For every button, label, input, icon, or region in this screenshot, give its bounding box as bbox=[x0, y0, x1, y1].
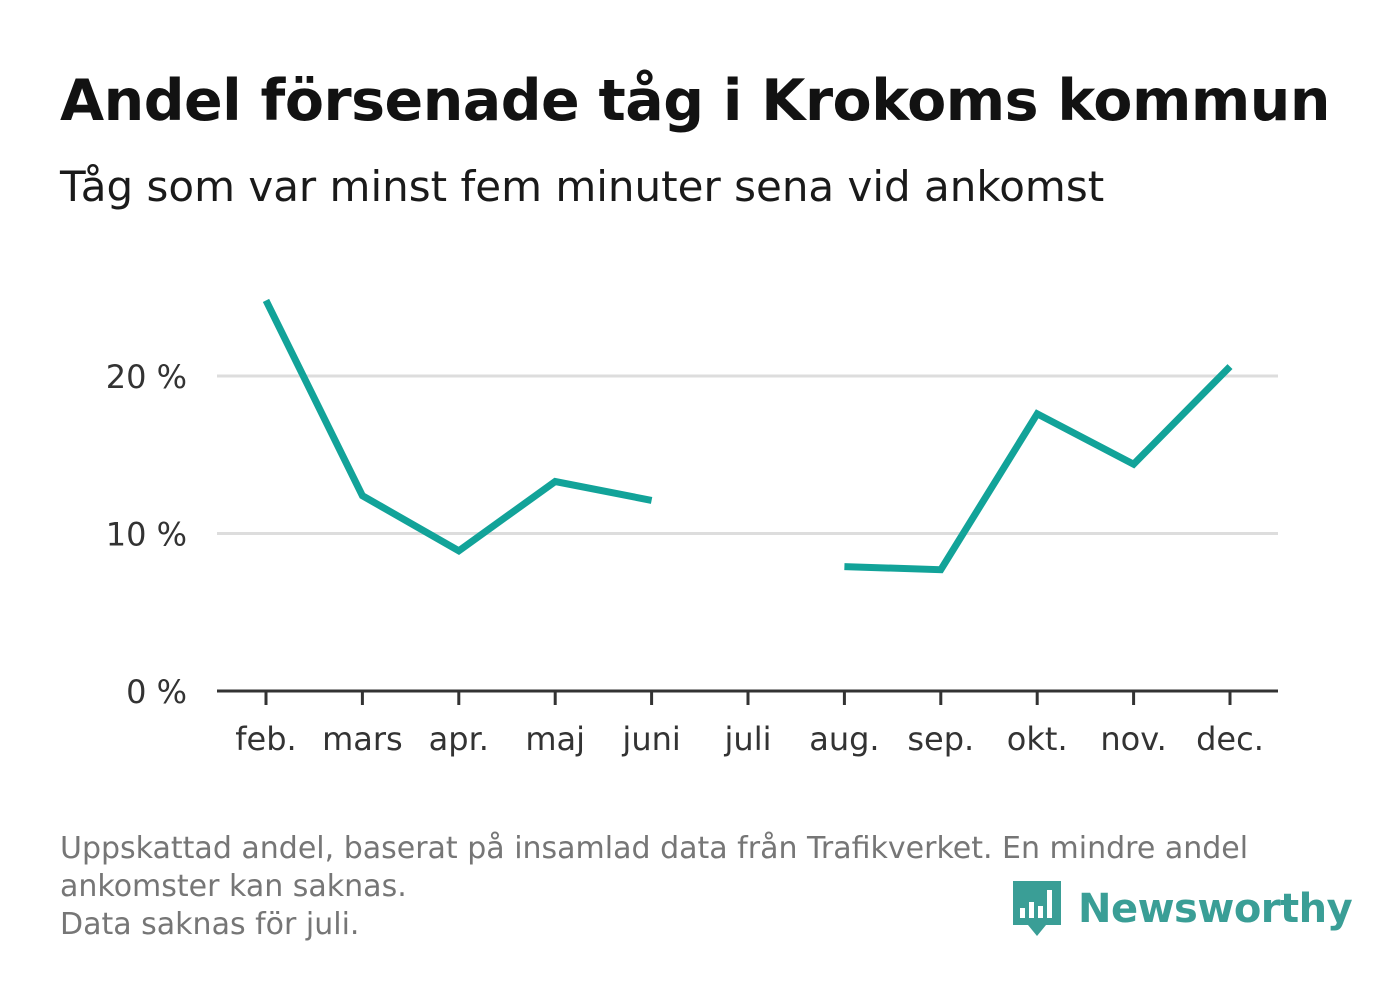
newsworthy-chart-bubble-icon bbox=[1013, 881, 1061, 936]
chart-title: Andel försenade tåg i Krokoms kommun bbox=[60, 68, 1330, 134]
footnote-line-3: Data saknas för juli. bbox=[60, 907, 360, 942]
line-chart: 0 % 10 % 20 % feb. mars apr. maj juni juli aug. s… bbox=[106, 298, 1278, 758]
y-tick-label-0: 0 % bbox=[126, 673, 187, 711]
x-tick-label-0: feb. bbox=[235, 720, 296, 758]
series-line-segment-2 bbox=[844, 364, 1233, 574]
footnote-line-2: ankomster kan saknas. bbox=[60, 869, 407, 904]
series-lines bbox=[262, 298, 1233, 574]
x-tick-label-2: apr. bbox=[429, 720, 489, 758]
x-tick-label-9: nov. bbox=[1100, 720, 1166, 758]
x-tick-label-10: dec. bbox=[1196, 720, 1264, 758]
x-tick-label-3: maj bbox=[525, 720, 585, 758]
y-axis-tick-labels: 0 % 10 % 20 % bbox=[106, 358, 187, 711]
newsworthy-logo: Newsworthy bbox=[1010, 878, 1353, 940]
newsworthy-wordmark: Newsworthy bbox=[1078, 886, 1353, 932]
x-tick-label-7: sep. bbox=[907, 720, 974, 758]
series-line-segment-1 bbox=[262, 298, 653, 555]
footnote: Uppskattad andel, baserat på insamlad da… bbox=[60, 830, 1320, 944]
x-tick-label-6: aug. bbox=[809, 720, 879, 758]
x-tick-label-5: juli bbox=[724, 720, 772, 758]
x-tick-label-4: juni bbox=[621, 720, 680, 758]
y-tick-label-10: 10 % bbox=[106, 516, 187, 554]
x-tick-label-1: mars bbox=[322, 720, 403, 758]
x-axis: feb. mars apr. maj juni juli aug. sep. okt. nov. d… bbox=[217, 689, 1278, 758]
footnote-line-1: Uppskattad andel, baserat på insamlad da… bbox=[60, 831, 1249, 866]
grid-lines bbox=[217, 374, 1278, 535]
x-tick-label-8: okt. bbox=[1007, 720, 1068, 758]
y-tick-label-20: 20 % bbox=[106, 358, 187, 396]
chart-subtitle: Tåg som var minst fem minuter sena vid a… bbox=[60, 162, 1105, 211]
